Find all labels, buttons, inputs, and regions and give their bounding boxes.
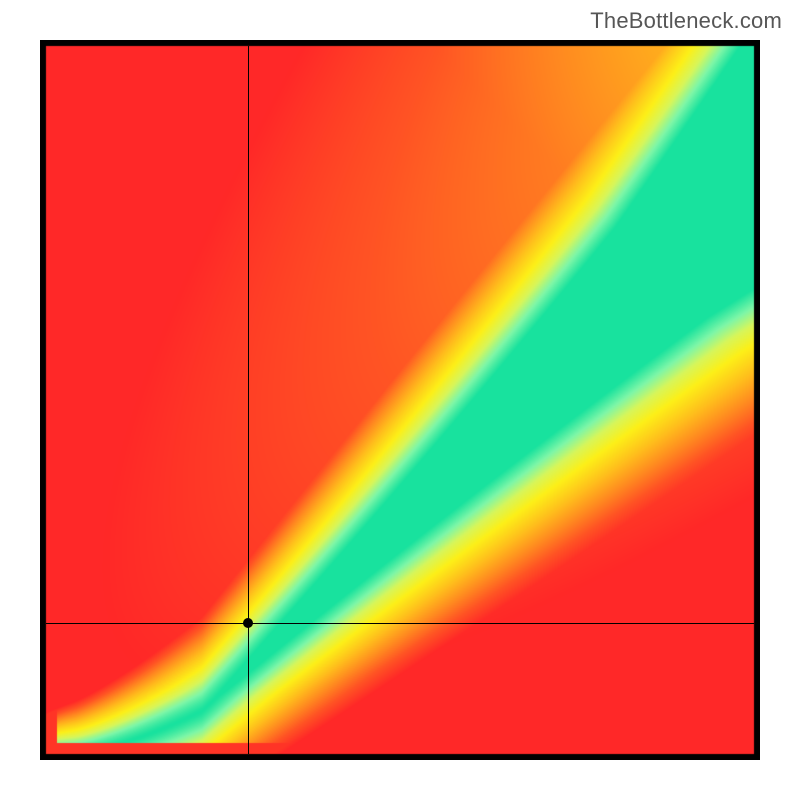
heatmap-canvas bbox=[40, 40, 760, 760]
crosshair-marker bbox=[243, 618, 253, 628]
crosshair-vertical bbox=[248, 46, 249, 754]
heatmap-plot bbox=[40, 40, 760, 760]
watermark-text: TheBottleneck.com bbox=[590, 8, 782, 34]
crosshair-horizontal bbox=[46, 623, 754, 624]
container: TheBottleneck.com bbox=[0, 0, 800, 800]
